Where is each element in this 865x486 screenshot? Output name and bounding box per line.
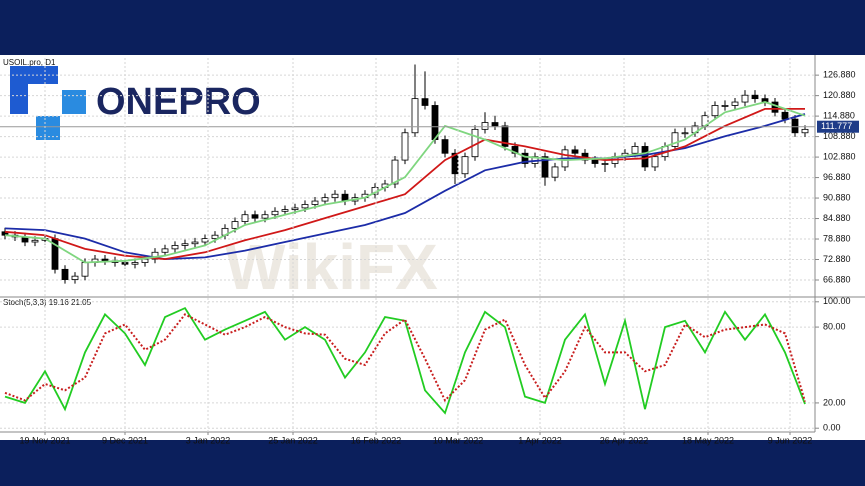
last-price-label: 111.777 bbox=[821, 121, 852, 131]
candle-body bbox=[191, 241, 199, 245]
candle-body bbox=[201, 238, 209, 243]
y-tick-label: 0.00 bbox=[823, 423, 841, 433]
logo-square bbox=[36, 116, 60, 140]
candle-body bbox=[751, 94, 759, 100]
candle-body bbox=[491, 122, 499, 127]
y-tick-label: 100.00 bbox=[823, 296, 851, 306]
candle-body bbox=[101, 258, 109, 262]
candle-body bbox=[711, 105, 719, 117]
x-tick-label: 1 Apr 2022 bbox=[518, 435, 562, 445]
candle-body bbox=[601, 163, 609, 165]
candle-body bbox=[551, 166, 559, 178]
candle-body bbox=[271, 210, 279, 216]
indicator-line bbox=[4, 313, 806, 403]
y-tick-label: 120.880 bbox=[823, 90, 856, 100]
candle-body bbox=[61, 268, 69, 280]
candle-body bbox=[161, 248, 169, 253]
candle-body bbox=[331, 193, 339, 199]
candle-body bbox=[81, 262, 89, 277]
candle-body bbox=[501, 125, 509, 147]
candle-body bbox=[681, 132, 689, 135]
x-tick-label: 10 Mar 2022 bbox=[433, 435, 484, 445]
y-tick-label: 72.880 bbox=[823, 254, 851, 264]
x-tick-label: 19 Nov 2021 bbox=[19, 435, 70, 445]
pane-title: USOIL.pro, D1 bbox=[3, 58, 56, 67]
logo-square bbox=[28, 84, 58, 114]
candle-body bbox=[791, 118, 799, 134]
x-tick-label: 9 Jun 2022 bbox=[768, 435, 813, 445]
y-tick-label: 66.880 bbox=[823, 274, 851, 284]
x-tick-label: 18 May 2022 bbox=[682, 435, 734, 445]
candle-body bbox=[421, 98, 429, 106]
candle-body bbox=[771, 101, 779, 113]
x-tick-label: 25 Jan 2022 bbox=[268, 435, 318, 445]
candle-body bbox=[461, 156, 469, 175]
candle-body bbox=[71, 275, 79, 280]
logo: ONEPRO bbox=[10, 66, 261, 140]
candle-body bbox=[241, 214, 249, 222]
candle-body bbox=[181, 243, 189, 246]
x-tick-label: 3 Jan 2022 bbox=[186, 435, 231, 445]
indicator-line bbox=[4, 108, 805, 261]
candle-body bbox=[401, 132, 409, 161]
candle-body bbox=[541, 156, 549, 178]
candle-body bbox=[31, 239, 39, 243]
candle-body bbox=[281, 209, 289, 212]
candle-body bbox=[301, 204, 309, 209]
x-tick-label: 9 Dec 2021 bbox=[102, 435, 148, 445]
candle-body bbox=[131, 262, 139, 265]
y-tick-label: 126.880 bbox=[823, 70, 856, 80]
candle-body bbox=[441, 139, 449, 154]
y-tick-label: 80.00 bbox=[823, 321, 846, 331]
candle-body bbox=[631, 146, 639, 154]
candle-body bbox=[521, 152, 529, 164]
candle-body bbox=[311, 200, 319, 205]
y-tick-label: 114.880 bbox=[823, 110, 855, 120]
indicator-line bbox=[4, 101, 806, 264]
candle-body bbox=[431, 105, 439, 141]
candle-body bbox=[481, 122, 489, 130]
candle-body bbox=[141, 258, 149, 263]
candle-body bbox=[391, 159, 399, 185]
candle-body bbox=[171, 245, 179, 250]
x-tick-label: 26 Apr 2022 bbox=[600, 435, 649, 445]
candle-body bbox=[721, 105, 729, 107]
candle-body bbox=[231, 221, 239, 229]
y-tick-label: 20.00 bbox=[823, 397, 846, 407]
candle-body bbox=[411, 98, 419, 134]
y-tick-label: 78.880 bbox=[823, 233, 851, 243]
y-tick-label: 84.880 bbox=[823, 213, 851, 223]
y-tick-label: 108.880 bbox=[823, 131, 856, 141]
candle-body bbox=[641, 146, 649, 168]
candle-body bbox=[781, 111, 789, 120]
watermark: WikiFX bbox=[225, 231, 438, 303]
candle-body bbox=[291, 207, 299, 210]
x-tick-label: 16 Feb 2022 bbox=[351, 435, 402, 445]
y-tick-label: 90.880 bbox=[823, 192, 851, 202]
candle-body bbox=[801, 128, 809, 134]
candle-body bbox=[571, 149, 579, 154]
candle-body bbox=[671, 132, 679, 147]
pane-title: Stoch(5,3,3) 19.16 21.05 bbox=[3, 298, 92, 307]
candle-body bbox=[731, 101, 739, 106]
candle-body bbox=[251, 214, 259, 219]
logo-text: ONEPRO bbox=[96, 81, 261, 123]
candle-body bbox=[321, 197, 329, 202]
logo-square bbox=[62, 90, 86, 114]
candle-body bbox=[741, 94, 749, 103]
y-tick-label: 96.880 bbox=[823, 172, 851, 182]
candle-body bbox=[211, 234, 219, 240]
last-price-box bbox=[817, 120, 859, 133]
candle-body bbox=[591, 159, 599, 164]
candle-body bbox=[651, 156, 659, 168]
candle-body bbox=[261, 214, 269, 219]
y-tick-label: 102.880 bbox=[823, 151, 856, 161]
